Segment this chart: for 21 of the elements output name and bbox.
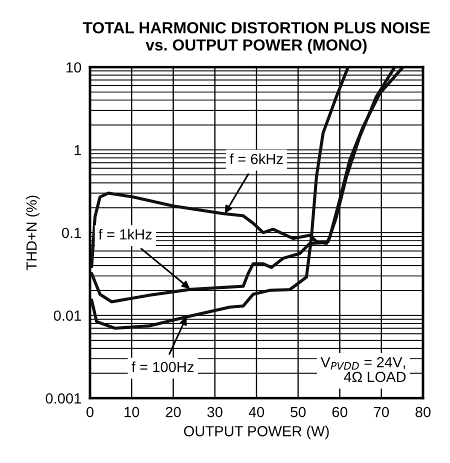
y-axis-title: THD+N (%) [26,196,40,270]
x-tick-label: 50 [290,406,306,418]
x-axis-title: OUTPUT POWER (W) [184,426,329,440]
annotation: f = 1kHz [98,228,152,240]
annotation: f = 6kHz [230,153,283,164]
x-tick-label: 30 [207,406,222,418]
y-tick-label: 0.1 [62,228,81,238]
annotation: f = 100Hz [132,361,194,372]
x-tick-label: 20 [166,406,181,418]
x-tick-label: 60 [332,406,348,418]
x-tick-label: 70 [374,406,389,418]
x-tick-label: 80 [416,406,431,418]
x-tick-label: 10 [124,406,140,418]
x-tick-label: 0 [86,406,94,418]
y-tick-label: 0.001 [46,393,81,404]
annotation: V$_{PVDD}$ = 24V, 4Ω LOAD [320,357,406,382]
y-tick-label: 1 [74,145,81,156]
y-tick-label: 0.01 [54,310,81,321]
x-tick-label: 40 [248,406,264,418]
y-tick-label: 10 [66,62,82,73]
chart-title: TOTAL HARMONIC DISTORTION PLUS NOISE vs. OUTPUT POWER (MONO) [82,22,430,54]
